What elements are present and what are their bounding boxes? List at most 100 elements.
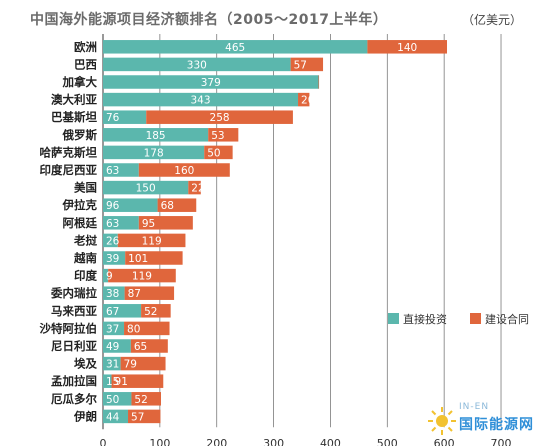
bar-direct-investment xyxy=(103,268,109,283)
bar-construction-contract xyxy=(208,128,239,142)
bar-direct-investment xyxy=(103,40,368,54)
data-label-direct-investment: 150 xyxy=(136,183,156,195)
bar-direct-investment xyxy=(103,198,158,212)
watermark: IN-EN 国际能源网 xyxy=(425,402,545,444)
data-label-direct-investment: 26 xyxy=(106,235,120,247)
x-tick-label: 500 xyxy=(377,437,398,446)
category-label: 澳大利亚 xyxy=(51,93,97,107)
data-label-direct-investment: 465 xyxy=(225,42,245,54)
x-tick-label: 700 xyxy=(491,437,512,446)
category-label: 俄罗斯 xyxy=(62,128,98,142)
bar-construction-contract xyxy=(141,304,171,318)
bar-construction-contract xyxy=(108,268,176,283)
category-label: 哈萨克斯坦 xyxy=(40,145,98,159)
data-label-construction-contract: 101 xyxy=(128,253,148,265)
bar-construction-contract xyxy=(117,233,186,248)
data-label-direct-investment: 63 xyxy=(106,165,119,177)
bar-direct-investment xyxy=(103,374,112,388)
bar-direct-investment xyxy=(103,145,205,160)
category-label: 伊拉克 xyxy=(62,198,98,212)
bar-direct-investment xyxy=(103,321,125,336)
bar-direct-investment xyxy=(103,392,132,406)
data-label-direct-investment: 67 xyxy=(106,306,119,318)
bar-direct-investment xyxy=(103,339,131,353)
bar-direct-investment xyxy=(103,92,299,107)
bar-direct-investment xyxy=(103,110,147,124)
sun-logo-icon xyxy=(428,407,456,435)
category-label: 阿根廷 xyxy=(63,216,98,230)
data-label-construction-contract: 65 xyxy=(134,341,147,353)
bar-construction-contract xyxy=(188,180,201,195)
data-label-construction-contract: 22 xyxy=(191,183,204,195)
bar-construction-contract xyxy=(124,321,170,336)
bar-construction-contract xyxy=(146,110,293,124)
x-tick-label: 600 xyxy=(434,437,455,446)
category-label: 巴西 xyxy=(74,57,97,71)
data-label-construction-contract: 68 xyxy=(161,200,174,212)
data-label-construction-contract: 119 xyxy=(132,271,152,283)
category-label: 老挝 xyxy=(73,233,97,247)
data-label-construction-contract: 53 xyxy=(211,130,224,142)
data-label-direct-investment: 39 xyxy=(106,253,119,265)
legend-label-direct-investment: 直接投资 xyxy=(403,312,447,326)
bar-construction-contract xyxy=(128,409,161,424)
bar-direct-investment xyxy=(103,57,291,72)
legend-swatch-direct-investment xyxy=(388,313,399,324)
category-label: 厄瓜多尔 xyxy=(51,392,97,406)
data-label-construction-contract: 80 xyxy=(127,323,140,335)
data-label-direct-investment: 38 xyxy=(106,288,119,300)
data-label-direct-investment: 76 xyxy=(106,112,120,124)
data-label-construction-contract: 258 xyxy=(210,112,230,124)
data-label-construction-contract: 52 xyxy=(144,306,157,318)
bar-direct-investment xyxy=(103,304,142,318)
data-label-construction-contract: 79 xyxy=(124,359,137,371)
data-label-direct-investment: 63 xyxy=(106,218,119,230)
data-label-direct-investment: 185 xyxy=(146,130,166,142)
data-label-direct-investment: 9 xyxy=(106,271,113,283)
category-label: 埃及 xyxy=(74,357,97,371)
watermark-main: 国际能源网 xyxy=(459,417,534,433)
data-label-direct-investment: 96 xyxy=(106,200,120,212)
bar-construction-contract xyxy=(290,57,324,72)
bar-construction-contract xyxy=(125,251,183,265)
bar-construction-contract xyxy=(120,356,166,371)
data-label-direct-investment: 50 xyxy=(106,394,119,406)
data-label-construction-contract: 52 xyxy=(134,394,147,406)
data-label-construction-contract: 140 xyxy=(397,42,417,54)
category-label: 尼日利亚 xyxy=(51,339,97,353)
data-label-construction-contract: 57 xyxy=(294,59,307,71)
data-label-direct-investment: 379 xyxy=(201,77,221,89)
bar-construction-contract xyxy=(157,198,197,212)
data-label-direct-investment: 31 xyxy=(106,359,119,371)
bar-direct-investment xyxy=(103,251,126,265)
chart-title: 中国海外能源项目经济额排名（2005～2017上半年） xyxy=(30,12,388,28)
bar-direct-investment xyxy=(103,163,139,177)
bar-construction-contract xyxy=(131,392,161,406)
bar-construction-contract xyxy=(138,216,193,230)
bar-direct-investment xyxy=(103,128,209,142)
data-label-construction-contract: 87 xyxy=(128,288,141,300)
data-label-direct-investment: 178 xyxy=(144,147,164,159)
category-label: 孟加拉国 xyxy=(51,374,97,388)
x-tick-label: 100 xyxy=(149,437,170,446)
legend-swatch-construction-contract xyxy=(470,313,481,324)
category-label: 马来西亚 xyxy=(51,304,97,318)
data-label-direct-investment: 37 xyxy=(106,323,119,335)
data-label-direct-investment: 330 xyxy=(187,59,207,71)
category-label: 印度尼西亚 xyxy=(40,163,98,177)
data-label-direct-investment: 15 xyxy=(106,376,119,388)
data-label-direct-investment: 44 xyxy=(106,411,120,423)
category-label: 巴基斯坦 xyxy=(51,110,97,124)
bar-direct-investment xyxy=(103,75,319,89)
category-label: 委内瑞拉 xyxy=(50,286,97,300)
data-label-construction-contract: 91 xyxy=(115,376,128,388)
category-label: 美国 xyxy=(74,181,97,195)
bar-construction-contract xyxy=(298,92,310,107)
data-label-construction-contract: 95 xyxy=(142,218,155,230)
bar-construction-contract xyxy=(367,40,448,54)
legend-label-construction-contract: 建设合同 xyxy=(485,312,529,326)
bar-construction-contract xyxy=(318,75,320,89)
x-tick-label: 300 xyxy=(263,437,284,446)
